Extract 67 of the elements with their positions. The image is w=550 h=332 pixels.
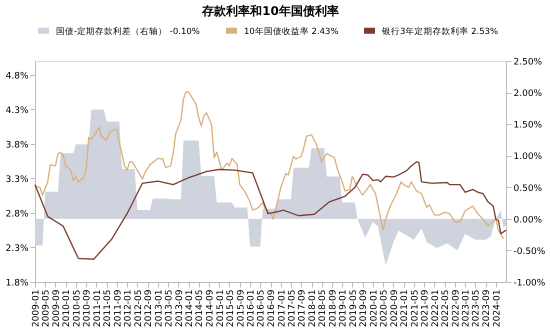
y2-tick-label: 2.50% [514, 58, 543, 68]
y2-tick-label: -1.00% [514, 278, 546, 288]
x-tick-label: 2013-05 [164, 290, 174, 328]
y2-tick-label: 1.50% [514, 120, 543, 131]
x-tick-label: 2019-09 [359, 289, 370, 328]
x-tick-label: 2016-05 [256, 290, 267, 328]
y2-tick-label: 1.00% [514, 152, 543, 162]
x-tick-label: 2022-05 [441, 290, 452, 328]
x-tick-label: 2020-05 [380, 290, 390, 328]
x-tick-label: 2021-05 [410, 290, 420, 328]
x-tick-label: 2014-09 [206, 289, 216, 328]
x-tick-label: 2014-01 [185, 290, 196, 328]
x-tick-label: 2012-05 [134, 290, 144, 328]
x-tick-label: 2009-09 [52, 289, 62, 328]
x-tick-label: 2018-09 [328, 289, 338, 328]
x-tick-label: 2020-01 [369, 290, 380, 328]
x-tick-label: 2016-01 [246, 290, 257, 328]
x-tick-label: 2017-09 [298, 289, 308, 328]
y-tick-label: 3.8% [6, 140, 29, 150]
x-tick-label: 2021-01 [400, 290, 410, 328]
x-tick-label: 2018-05 [318, 290, 328, 328]
y2-tick-label: 2.00% [514, 89, 543, 100]
legend-label: 国债-定期存款利差（右轴） -0.10% [56, 26, 200, 37]
y-tick-label: 4.3% [6, 106, 29, 116]
x-tick-label: 2018-01 [308, 290, 318, 328]
x-tick-label: 2022-09 [451, 289, 462, 328]
x-tick-label: 2019-01 [338, 290, 349, 328]
x-tick-label: 2023-09 [482, 289, 492, 328]
x-tick-label: 2010-09 [82, 289, 93, 328]
x-tick-label: 2010-05 [72, 290, 82, 328]
y2-tick-label: 0.00% [514, 215, 543, 226]
x-tick-label: 2009-01 [32, 290, 42, 328]
x-tick-label: 2012-01 [124, 290, 134, 328]
y2-tick-label: -0.50% [514, 246, 546, 257]
x-tick-label: 2015-01 [216, 290, 226, 328]
y-tick-label: 4.8% [6, 71, 29, 82]
x-tick-label: 2019-05 [348, 290, 359, 328]
x-tick-label: 2011-01 [92, 290, 103, 328]
x-tick-label: 2013-01 [154, 290, 164, 328]
x-tick-label: 2011-09 [113, 289, 124, 328]
x-tick-label: 2013-09 [174, 289, 185, 328]
y-tick-label: 1.8% [6, 278, 29, 288]
x-tick-label: 2024-01 [492, 290, 502, 328]
y-tick-label: 2.8% [6, 209, 29, 220]
x-tick-label: 2011-05 [103, 290, 114, 328]
y2-tick-label: 0.50% [514, 184, 543, 194]
x-tick-label: 2009-05 [42, 290, 52, 328]
line-series [34, 161, 507, 260]
x-tick-label: 2022-01 [430, 290, 441, 328]
x-tick-label: 2015-05 [226, 290, 236, 328]
x-tick-label: 2012-09 [144, 289, 154, 328]
x-tick-label: 2014-05 [195, 290, 206, 328]
x-tick-label: 2023-05 [472, 290, 482, 328]
x-tick-label: 2023-01 [462, 290, 472, 328]
x-tick-label: 2016-09 [267, 289, 278, 328]
x-tick-label: 2015-09 [236, 289, 246, 328]
legend-label: 银行3年定期存款利率 2.53% [381, 26, 498, 37]
line-series [34, 91, 504, 240]
x-tick-label: 2010-01 [62, 290, 72, 328]
chart-title: 存款利率和10年国债利率 [201, 4, 339, 18]
x-tick-label: 2017-05 [287, 290, 298, 328]
x-tick-label: 2017-01 [277, 290, 288, 328]
legend-label: 10年国债收益率 2.43% [244, 26, 339, 37]
x-tick-label: 2020-09 [390, 289, 400, 328]
y-tick-label: 2.3% [6, 244, 29, 254]
x-tick-label: 2021-09 [420, 289, 431, 328]
y-tick-label: 3.3% [6, 174, 29, 185]
